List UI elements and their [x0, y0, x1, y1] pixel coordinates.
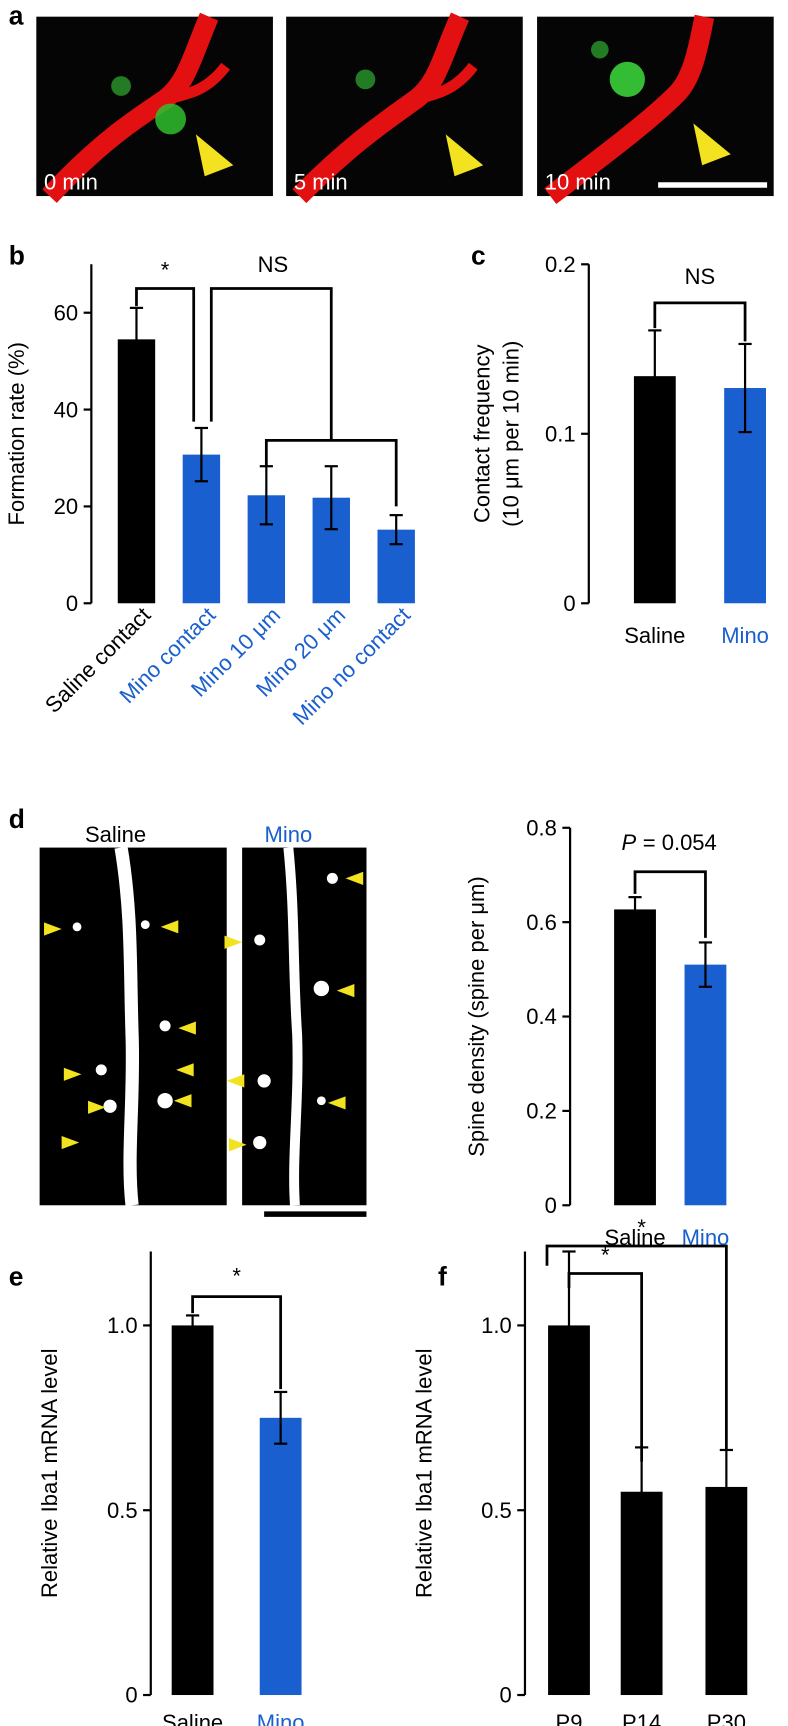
y-tick-label: 0: [563, 591, 575, 616]
x-tick-label: Mino no contact: [288, 602, 416, 730]
y-tick-label: 0.5: [107, 1498, 138, 1523]
panel-label: c: [471, 240, 486, 270]
y-axis-label: Spine density (spine per μm): [464, 876, 489, 1156]
annotation-italic: P: [621, 830, 636, 855]
arrowhead: [445, 134, 484, 177]
significance-bracket: [191, 1295, 283, 1390]
microglia: [355, 69, 376, 90]
y-tick-label: 0.2: [545, 252, 576, 277]
dendrite: [164, 62, 231, 105]
frame-time: 5 min: [294, 169, 348, 194]
y-tick-label: 60: [54, 300, 78, 325]
y-tick-label: 1.0: [481, 1313, 512, 1338]
y-tick-label: 0: [66, 591, 78, 616]
dendrite: [114, 846, 140, 1207]
significance-bracket: [633, 870, 707, 938]
panel-label: e: [9, 1262, 24, 1292]
arrowhead: [195, 134, 234, 177]
dendrite: [414, 62, 478, 105]
significance-bracket: [264, 439, 398, 507]
dendrite: [42, 12, 219, 203]
significance-bracket: [135, 287, 196, 422]
x-tick-label: Saline: [162, 1710, 223, 1726]
dendrite: [544, 14, 715, 204]
x-tick-label: P14: [622, 1710, 661, 1726]
panel-label: a: [9, 0, 24, 30]
panel-label: f: [438, 1262, 447, 1292]
spines: [253, 872, 338, 1150]
bar: [614, 909, 656, 1206]
y-axis-label: (10 μm per 10 min): [498, 341, 523, 527]
x-tick-label: Mino: [721, 623, 769, 648]
y-tick-label: 0: [500, 1683, 512, 1708]
y-tick-label: 0.2: [526, 1099, 557, 1124]
y-tick-label: 0.8: [526, 815, 557, 840]
bar: [259, 1417, 302, 1696]
significance-label: *: [637, 1215, 646, 1240]
micrograph-row: 0 min 5 min 10 min: [36, 12, 774, 204]
dendrite: [283, 847, 303, 1206]
significance-bracket: [545, 1244, 728, 1451]
y-tick-label: 20: [54, 494, 78, 519]
panel-label: d: [9, 804, 25, 834]
y-tick-label: 40: [54, 397, 78, 422]
significance-label: *: [161, 258, 170, 283]
y-tick-label: 0: [545, 1193, 557, 1218]
significance-bracket: [653, 301, 747, 342]
y-tick-label: 0.5: [481, 1498, 512, 1523]
y-tick-label: 0.4: [526, 1004, 557, 1029]
x-tick-label: P30: [707, 1710, 746, 1726]
y-tick-label: 1.0: [107, 1313, 138, 1338]
annotation-text: = 0.054: [643, 830, 717, 855]
image-label: Mino: [265, 822, 313, 847]
significance-label: P = 0.054: [621, 830, 716, 855]
arrowheads: [44, 920, 196, 1150]
significance-bracket: [567, 1272, 644, 1462]
arrowheads: [224, 871, 364, 1152]
spines: [72, 920, 173, 1113]
frame-time: 0 min: [44, 169, 98, 194]
y-tick-label: 0: [125, 1683, 137, 1708]
microglia: [591, 40, 609, 59]
microglia: [111, 76, 131, 96]
bar: [684, 964, 727, 1206]
significance-label: NS: [258, 252, 289, 277]
frame-time: 10 min: [545, 169, 611, 194]
y-tick-label: 0.6: [526, 910, 557, 935]
y-axis-label: Relative Iba1 mRNA level: [37, 1349, 62, 1598]
y-tick-label: 0.1: [545, 421, 576, 446]
image-label: Saline: [85, 822, 146, 847]
microglia: [609, 61, 645, 98]
spine-images: [39, 846, 367, 1217]
y-axis-label: Formation rate (%): [4, 342, 29, 525]
x-tick-label: P9: [556, 1710, 583, 1726]
significance-label: NS: [685, 264, 716, 289]
bar: [171, 1325, 214, 1696]
bar: [117, 339, 156, 604]
y-axis-label: Relative Iba1 mRNA level: [411, 1349, 436, 1598]
microglia: [155, 103, 186, 135]
y-axis-label: Contact frequency: [470, 345, 495, 524]
panel-label: b: [9, 240, 25, 270]
arrowhead: [693, 123, 731, 166]
x-tick-label: Saline: [624, 623, 685, 648]
significance-label: *: [232, 1263, 241, 1288]
significance-bracket: [209, 287, 333, 441]
significance-label: *: [601, 1243, 610, 1268]
dendrite: [292, 12, 470, 204]
x-tick-label: Mino: [257, 1710, 305, 1726]
micrograph: [242, 847, 367, 1206]
